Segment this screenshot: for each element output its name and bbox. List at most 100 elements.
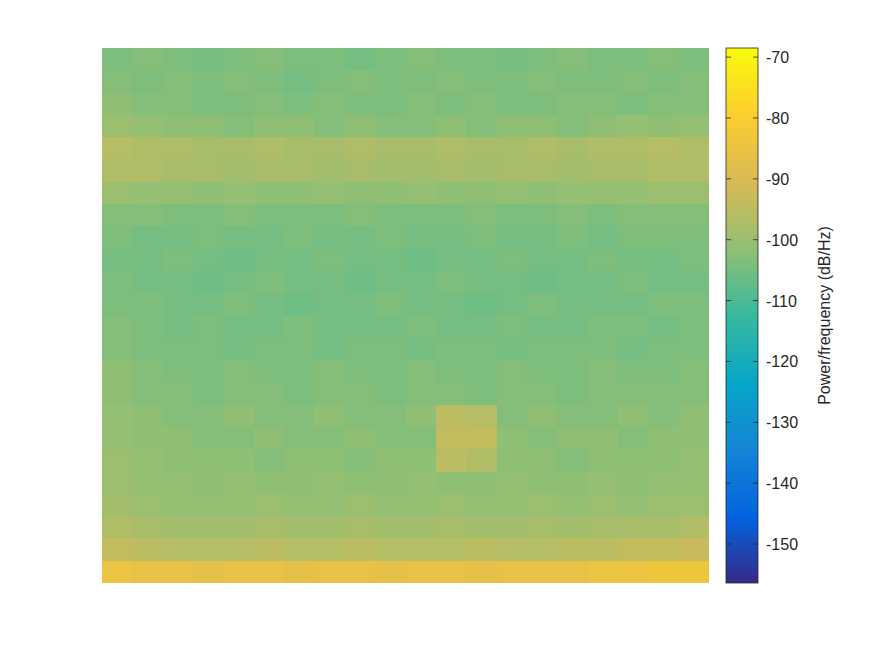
heatmap-cell (284, 293, 315, 316)
heatmap-cell (466, 204, 497, 227)
heatmap-cell (406, 159, 437, 182)
heatmap-cell (679, 159, 709, 182)
heatmap-cell (254, 93, 285, 116)
heatmap-cell (527, 182, 558, 205)
heatmap-cell (618, 271, 649, 294)
heatmap-cell (345, 494, 376, 517)
heatmap-cell (618, 226, 649, 249)
heatmap-cell (284, 249, 315, 272)
heatmap-cell (466, 405, 497, 428)
heatmap-cell (436, 338, 467, 361)
heatmap-cell (254, 137, 285, 160)
heatmap-cell (466, 538, 497, 561)
heatmap-cell (618, 316, 649, 339)
heatmap-cell (193, 293, 224, 316)
colorbar-tick-label: -70 (766, 49, 789, 66)
heatmap-cell (557, 338, 588, 361)
heatmap-cell (375, 249, 406, 272)
colorbar-tick (753, 239, 758, 240)
heatmap-cell (466, 494, 497, 517)
heatmap-cell (193, 494, 224, 517)
heatmap-cell (284, 204, 315, 227)
heatmap-cell (375, 159, 406, 182)
heatmap-cell (436, 204, 467, 227)
heatmap-cell (314, 449, 345, 472)
heatmap-cell (254, 70, 285, 93)
heatmap-cell (254, 538, 285, 561)
heatmap-cell (102, 472, 133, 495)
heatmap-cell (527, 405, 558, 428)
heatmap-cell (436, 93, 467, 116)
heatmap-cell (436, 271, 467, 294)
heatmap-cell (436, 427, 467, 450)
heatmap-cell (223, 93, 254, 116)
heatmap-cell (588, 115, 619, 138)
heatmap-cell (497, 70, 528, 93)
heatmap-cell (436, 472, 467, 495)
heatmap-cell (466, 137, 497, 160)
heatmap-cell (102, 249, 133, 272)
heatmap-cell (132, 405, 163, 428)
heatmap-cell (618, 70, 649, 93)
heatmap-cell (284, 516, 315, 539)
heatmap-cell (375, 538, 406, 561)
heatmap-cell (588, 137, 619, 160)
heatmap-cell (375, 405, 406, 428)
heatmap-cell (618, 538, 649, 561)
heatmap-cell (497, 516, 528, 539)
heatmap-cell (648, 449, 679, 472)
heatmap-cell (375, 70, 406, 93)
heatmap-cell (466, 182, 497, 205)
heatmap-cell (102, 538, 133, 561)
heatmap-cell (314, 427, 345, 450)
colorbar-tick (726, 239, 731, 240)
heatmap-cell (497, 137, 528, 160)
colorbar-tick (726, 483, 731, 484)
heatmap-cell (679, 427, 709, 450)
heatmap-cell (557, 70, 588, 93)
heatmap-cell (314, 48, 345, 71)
heatmap-cell (406, 427, 437, 450)
heatmap-cell (102, 204, 133, 227)
heatmap-cell (193, 561, 224, 583)
heatmap-cell (314, 93, 345, 116)
heatmap-cell (375, 204, 406, 227)
heatmap-cell (648, 427, 679, 450)
heatmap-cell (679, 226, 709, 249)
heatmap-cell (648, 472, 679, 495)
heatmap-cell (588, 70, 619, 93)
heatmap-cell (527, 360, 558, 383)
heatmap-cell (193, 48, 224, 71)
heatmap-cell (466, 115, 497, 138)
heatmap-cell (527, 338, 558, 361)
colorbar-tick-label: -150 (766, 536, 798, 553)
heatmap-cell (497, 271, 528, 294)
heatmap-cell (375, 93, 406, 116)
heatmap-cell (588, 449, 619, 472)
heatmap-cell (254, 449, 285, 472)
heatmap-cell (223, 204, 254, 227)
heatmap-cell (527, 204, 558, 227)
heatmap-cell (223, 316, 254, 339)
heatmap-cell (254, 338, 285, 361)
colorbar-tick (726, 300, 731, 301)
heatmap-cell (588, 360, 619, 383)
heatmap-cell (497, 538, 528, 561)
heatmap-cell (527, 472, 558, 495)
heatmap-cell (648, 226, 679, 249)
heatmap-cell (527, 293, 558, 316)
heatmap-cell (223, 226, 254, 249)
heatmap-cell (345, 159, 376, 182)
heatmap-cell (588, 48, 619, 71)
heatmap-cell (163, 405, 194, 428)
heatmap-cell (557, 271, 588, 294)
heatmap-cell (436, 70, 467, 93)
heatmap-cell (102, 338, 133, 361)
heatmap-cell (527, 48, 558, 71)
heatmap-cell (618, 48, 649, 71)
heatmap-cell (618, 204, 649, 227)
colorbar-tick (753, 300, 758, 301)
colorbar-tick-label: -130 (766, 414, 798, 431)
heatmap-cell (284, 159, 315, 182)
heatmap-cell (406, 93, 437, 116)
